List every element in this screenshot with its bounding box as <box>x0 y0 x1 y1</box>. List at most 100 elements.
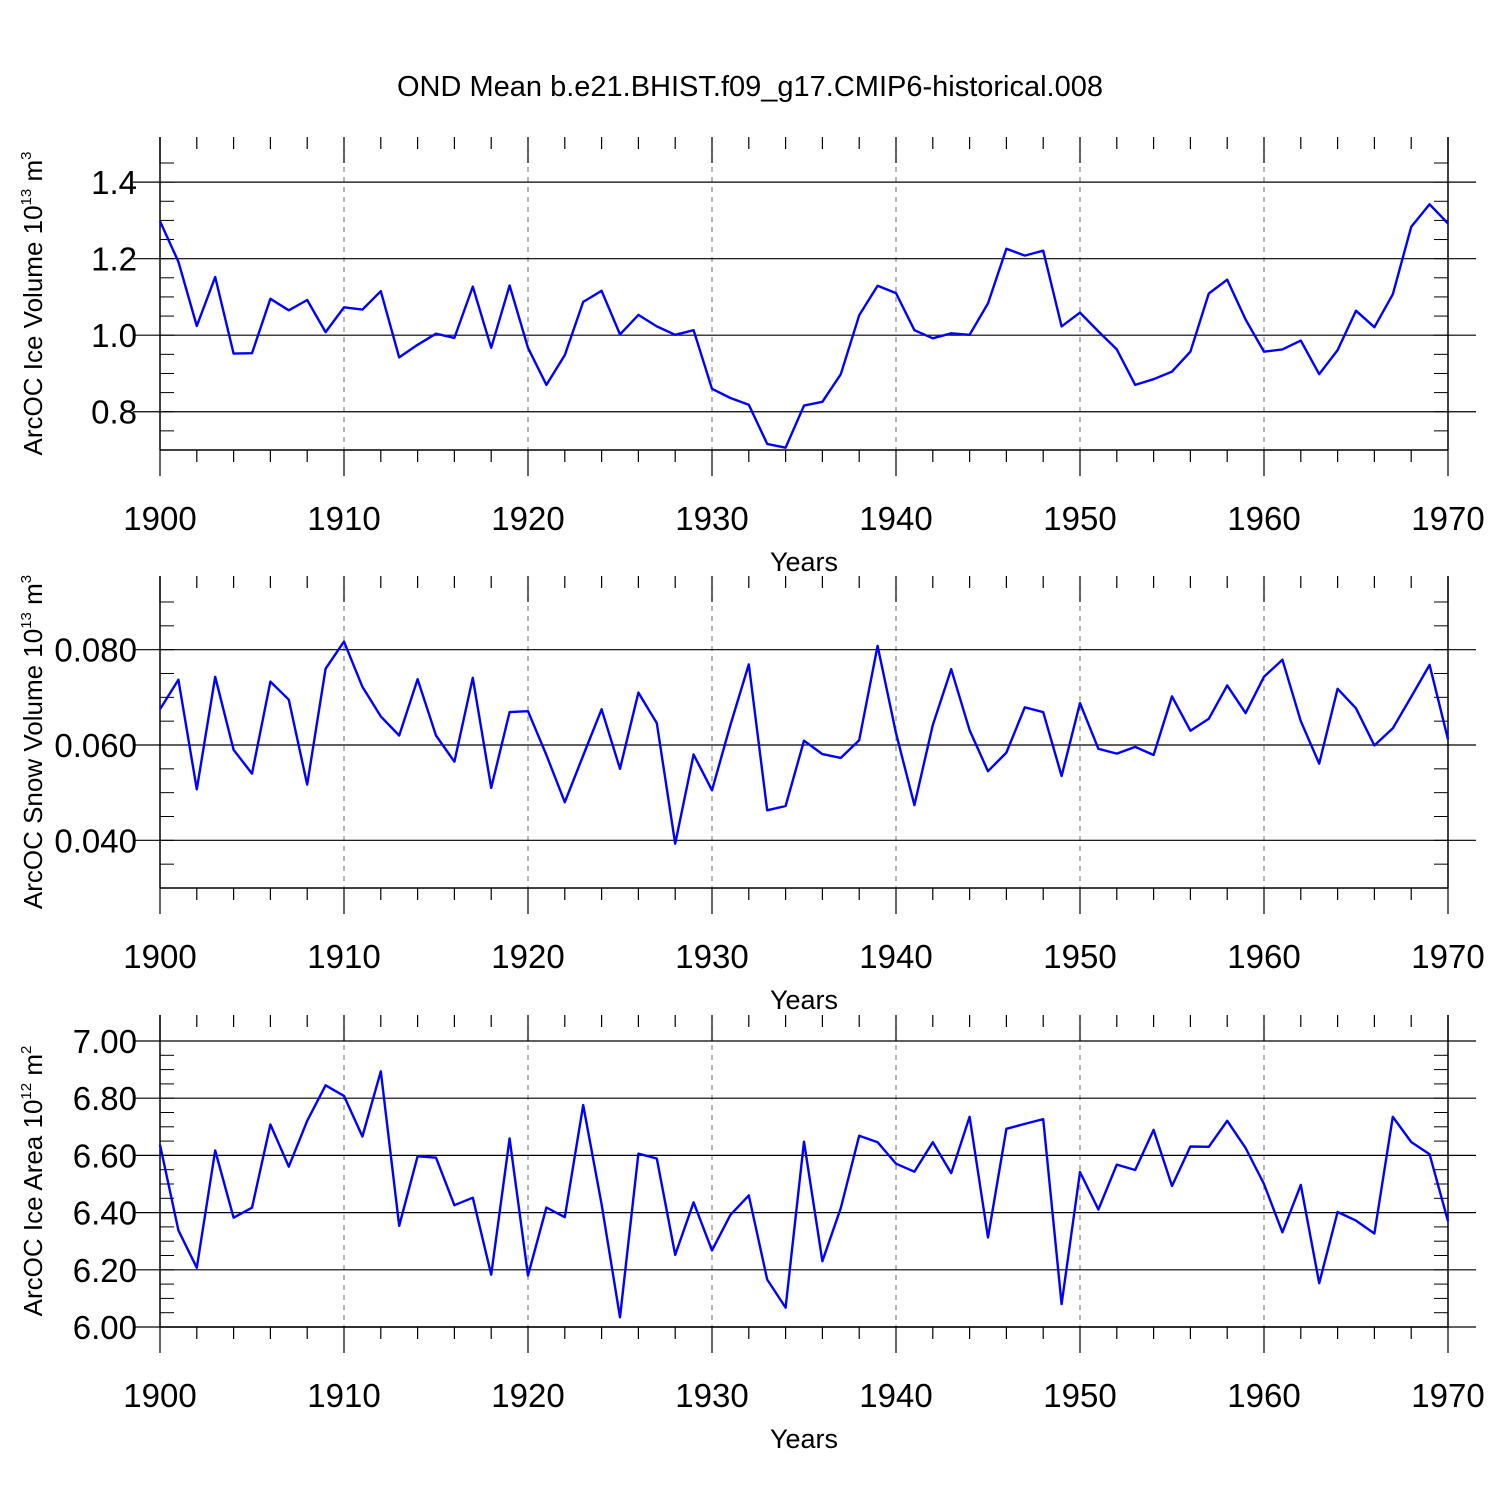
x-tick-label: 1920 <box>491 1377 564 1414</box>
data-point <box>655 721 659 725</box>
data-point <box>1041 1117 1045 1121</box>
data-point <box>710 1248 714 1252</box>
data-point <box>360 308 364 312</box>
x-tick-label: 1970 <box>1411 1377 1484 1414</box>
y-axis-title-main: ArcOC Snow Volume 10 <box>18 629 48 909</box>
data-point <box>1004 1127 1008 1131</box>
data-point <box>434 332 438 336</box>
data-point <box>820 752 824 756</box>
data-point <box>581 1103 585 1107</box>
data-point <box>673 1253 677 1257</box>
x-tick-label: 1910 <box>307 938 380 975</box>
data-point <box>1225 278 1229 282</box>
data-point <box>416 1154 420 1158</box>
x-tick-label: 1910 <box>307 1377 380 1414</box>
data-point <box>508 283 512 287</box>
y-tick-label: 6.80 <box>73 1080 137 1117</box>
data-point <box>305 783 309 787</box>
data-point <box>324 667 328 671</box>
data-point <box>839 1206 843 1210</box>
x-tick-label: 1900 <box>123 938 196 975</box>
data-point <box>912 328 916 332</box>
data-point <box>397 733 401 737</box>
data-point <box>747 662 751 666</box>
data-point <box>747 1193 751 1197</box>
x-tick-label: 1930 <box>675 1377 748 1414</box>
data-point <box>949 1171 953 1175</box>
data-point <box>232 748 236 752</box>
data-point <box>213 675 217 679</box>
y-axis-title: ArcOC Ice Volume 1013 m3 <box>18 152 48 456</box>
data-point <box>305 1119 309 1123</box>
data-point <box>1078 701 1082 705</box>
data-point <box>1207 291 1211 295</box>
data-point <box>342 1094 346 1098</box>
data-point <box>360 1135 364 1139</box>
data-point <box>636 313 640 317</box>
x-tick-label: 1930 <box>675 938 748 975</box>
data-point <box>305 298 309 302</box>
data-point <box>342 640 346 644</box>
data-point <box>710 788 714 792</box>
data-point <box>213 275 217 279</box>
data-point <box>1096 1207 1100 1211</box>
data-point <box>1188 729 1192 733</box>
data-point <box>1152 377 1156 381</box>
data-point <box>471 676 475 680</box>
data-point <box>232 1216 236 1220</box>
data-point <box>710 387 714 391</box>
data-point <box>1299 719 1303 723</box>
x-tick-label: 1920 <box>491 500 564 537</box>
data-point <box>287 308 291 312</box>
data-point <box>452 336 456 340</box>
data-point <box>1354 309 1358 313</box>
data-point <box>360 685 364 689</box>
data-point <box>1262 350 1266 354</box>
data-point <box>250 351 254 355</box>
y-tick-label: 0.080 <box>54 632 137 669</box>
data-point <box>636 1152 640 1156</box>
data-point <box>968 728 972 732</box>
data-point <box>1428 202 1432 206</box>
x-tick-label: 1930 <box>675 500 748 537</box>
data-point <box>1207 717 1211 721</box>
data-point <box>894 291 898 295</box>
data-point <box>563 353 567 357</box>
data-point <box>1244 318 1248 322</box>
data-point <box>986 1235 990 1239</box>
y-tick-label: 1.2 <box>91 241 137 278</box>
data-point <box>489 786 493 790</box>
data-point <box>1409 695 1413 699</box>
data-point <box>195 787 199 791</box>
data-point <box>765 442 769 446</box>
data-point <box>1446 737 1450 741</box>
data-point <box>544 1205 548 1209</box>
chart-panel-3: 1900 1910 1920 1930 1940 1950 1960 1970 6.00 6.20… <box>18 1015 1485 1454</box>
data-point <box>452 760 456 764</box>
data-point <box>1225 683 1229 687</box>
y-tick-label: 0.060 <box>54 727 137 764</box>
data-point <box>857 1134 861 1138</box>
data-point <box>692 1200 696 1204</box>
data-point <box>1133 383 1137 387</box>
data-point <box>1096 329 1100 333</box>
data-point <box>526 1274 530 1278</box>
data-point <box>1004 247 1008 251</box>
data-point <box>1317 1281 1321 1285</box>
data-point <box>213 1149 217 1153</box>
data-point <box>968 1115 972 1119</box>
data-point <box>158 219 162 223</box>
y-axis-title-unit: m <box>18 583 48 612</box>
data-point <box>1280 658 1284 662</box>
y-axis-title-unit-exp: 2 <box>18 1046 35 1054</box>
data-point <box>1152 753 1156 757</box>
data-point <box>986 769 990 773</box>
data-point <box>931 723 935 727</box>
data-point <box>232 352 236 356</box>
data-point <box>471 1196 475 1200</box>
data-point <box>1391 292 1395 296</box>
y-axis-title: ArcOC Snow Volume 1013 m3 <box>18 575 48 909</box>
data-point <box>600 1202 604 1206</box>
x-tick-label: 1960 <box>1227 500 1300 537</box>
panels: 1900 1910 1920 1930 1940 1950 1960 1970 0.8 1.0 1.… <box>18 137 1485 1454</box>
